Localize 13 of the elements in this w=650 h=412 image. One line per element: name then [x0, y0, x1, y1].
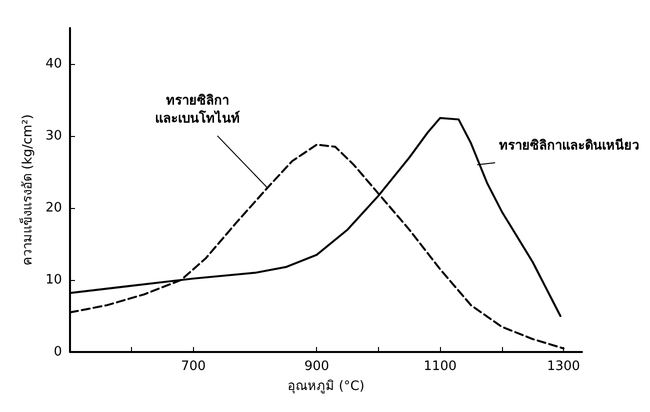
y-tick-label: 20 — [45, 200, 62, 216]
x-tick-label: 700 — [180, 359, 206, 374]
annotation: ทรายซิลิกา และเบนโทไนท์ — [154, 93, 240, 126]
y-tick-label: 0 — [54, 344, 62, 360]
x-tick-label: 900 — [304, 359, 330, 374]
annotation: ทรายซิลิกาและดินเหนียว — [499, 137, 640, 154]
x-tick-label: 1300 — [546, 359, 580, 374]
y-tick-label: 30 — [45, 128, 62, 144]
x-axis-title: อุณหภูมิ (°C) — [288, 379, 364, 394]
y-axis-title: ความแข็งแรงอัด (kg/cm²) — [18, 114, 36, 266]
y-tick-label: 10 — [45, 272, 62, 288]
y-tick-label: 40 — [45, 56, 62, 72]
x-tick-label: 1100 — [424, 359, 457, 374]
